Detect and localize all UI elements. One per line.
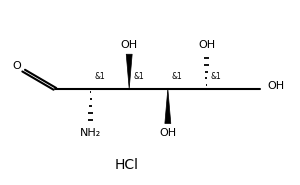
Text: OH: OH [198,41,215,51]
Text: HCl: HCl [114,158,138,172]
Polygon shape [165,89,171,123]
Text: NH₂: NH₂ [80,129,101,139]
Text: &1: &1 [133,72,144,81]
Polygon shape [126,54,132,89]
Text: OH: OH [159,128,176,138]
Text: &1: &1 [210,72,221,81]
Text: OH: OH [121,41,138,51]
Text: OH: OH [268,81,285,91]
Text: O: O [13,61,22,71]
Text: &1: &1 [172,72,182,81]
Text: &1: &1 [94,72,105,81]
